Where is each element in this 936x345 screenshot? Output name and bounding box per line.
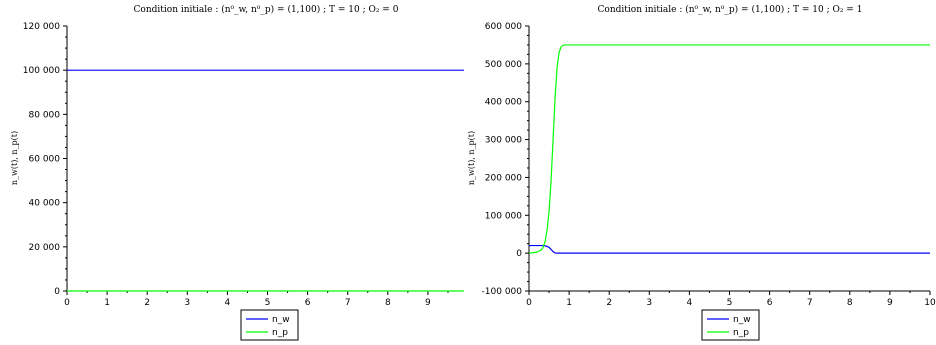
y-tick-label: 20 000: [29, 243, 61, 253]
y-tick-label: 60 000: [29, 155, 61, 165]
series-line-n-w: [529, 244, 930, 254]
legend-label: n_p: [272, 328, 288, 338]
y-tick-label: 100 000: [23, 66, 60, 76]
y-tick-label: 40 000: [29, 199, 61, 209]
legend-box: [240, 309, 299, 341]
x-tick-label: 4: [687, 298, 693, 308]
x-tick-label: 8: [847, 298, 853, 308]
x-tick-label: 5: [727, 298, 733, 308]
y-tick-label: 200 000: [485, 173, 522, 183]
x-tick-label: 9: [425, 298, 431, 308]
y-axis-label: n_w(t), n_p(t): [10, 131, 19, 185]
x-tick-label: 4: [225, 298, 231, 308]
chart-title: Condition initiale : (n⁰_w, n⁰_p) = (1,1…: [598, 4, 863, 15]
chart-left: Condition initiale : (n⁰_w, n⁰_p) = (1,1…: [10, 4, 464, 341]
legend-label: n_w: [733, 315, 751, 325]
y-tick-label: 600 000: [485, 22, 522, 32]
y-tick-label: 120 000: [23, 22, 60, 32]
x-tick-label: 7: [345, 298, 351, 308]
x-tick-label: 2: [606, 298, 612, 308]
x-tick-label: 6: [305, 298, 311, 308]
x-tick-label: 0: [64, 298, 70, 308]
y-tick-label: 80 000: [29, 110, 61, 120]
chart-right: Condition initiale : (n⁰_w, n⁰_p) = (1,1…: [467, 4, 936, 341]
y-tick-label: 0: [516, 249, 522, 259]
y-tick-label: 300 000: [485, 136, 522, 146]
x-tick-label: 6: [767, 298, 773, 308]
x-tick-label: 3: [646, 298, 652, 308]
x-tick-label: 1: [566, 298, 572, 308]
y-tick-label: -100 000: [482, 287, 523, 297]
series-layer: [528, 44, 930, 254]
series-line-n-p: [528, 44, 930, 254]
x-tick-label: 7: [807, 298, 813, 308]
y-axis-label: n_w(t), n_p(t): [467, 131, 476, 185]
axes: 0 1 2 3 4 5 6 7 8 9 0 20 000 40 000 60 000 80 000 100 0…: [23, 22, 464, 308]
x-tick-label: 1: [104, 298, 110, 308]
y-tick-label: 0: [54, 287, 60, 297]
x-tick-label: 9: [887, 298, 893, 308]
series-layer: [67, 69, 464, 292]
legend-label: n_p: [733, 328, 749, 338]
legend-label: n_w: [272, 315, 290, 325]
x-tick-label: 5: [265, 298, 271, 308]
y-tick-label: 500 000: [485, 60, 522, 70]
x-tick-label: 0: [526, 298, 532, 308]
legend: n_w n_p: [240, 309, 299, 341]
chart-title: Condition initiale : (n⁰_w, n⁰_p) = (1,1…: [134, 4, 399, 15]
legend: n_w n_p: [701, 309, 760, 341]
x-tick-label: 8: [385, 298, 391, 308]
x-tick-label: 2: [144, 298, 150, 308]
legend-box: [701, 309, 760, 341]
x-tick-label: 3: [184, 298, 190, 308]
y-tick-label: 100 000: [485, 211, 522, 221]
y-tick-label: 400 000: [485, 98, 522, 108]
x-tick-label: 10: [924, 298, 936, 308]
